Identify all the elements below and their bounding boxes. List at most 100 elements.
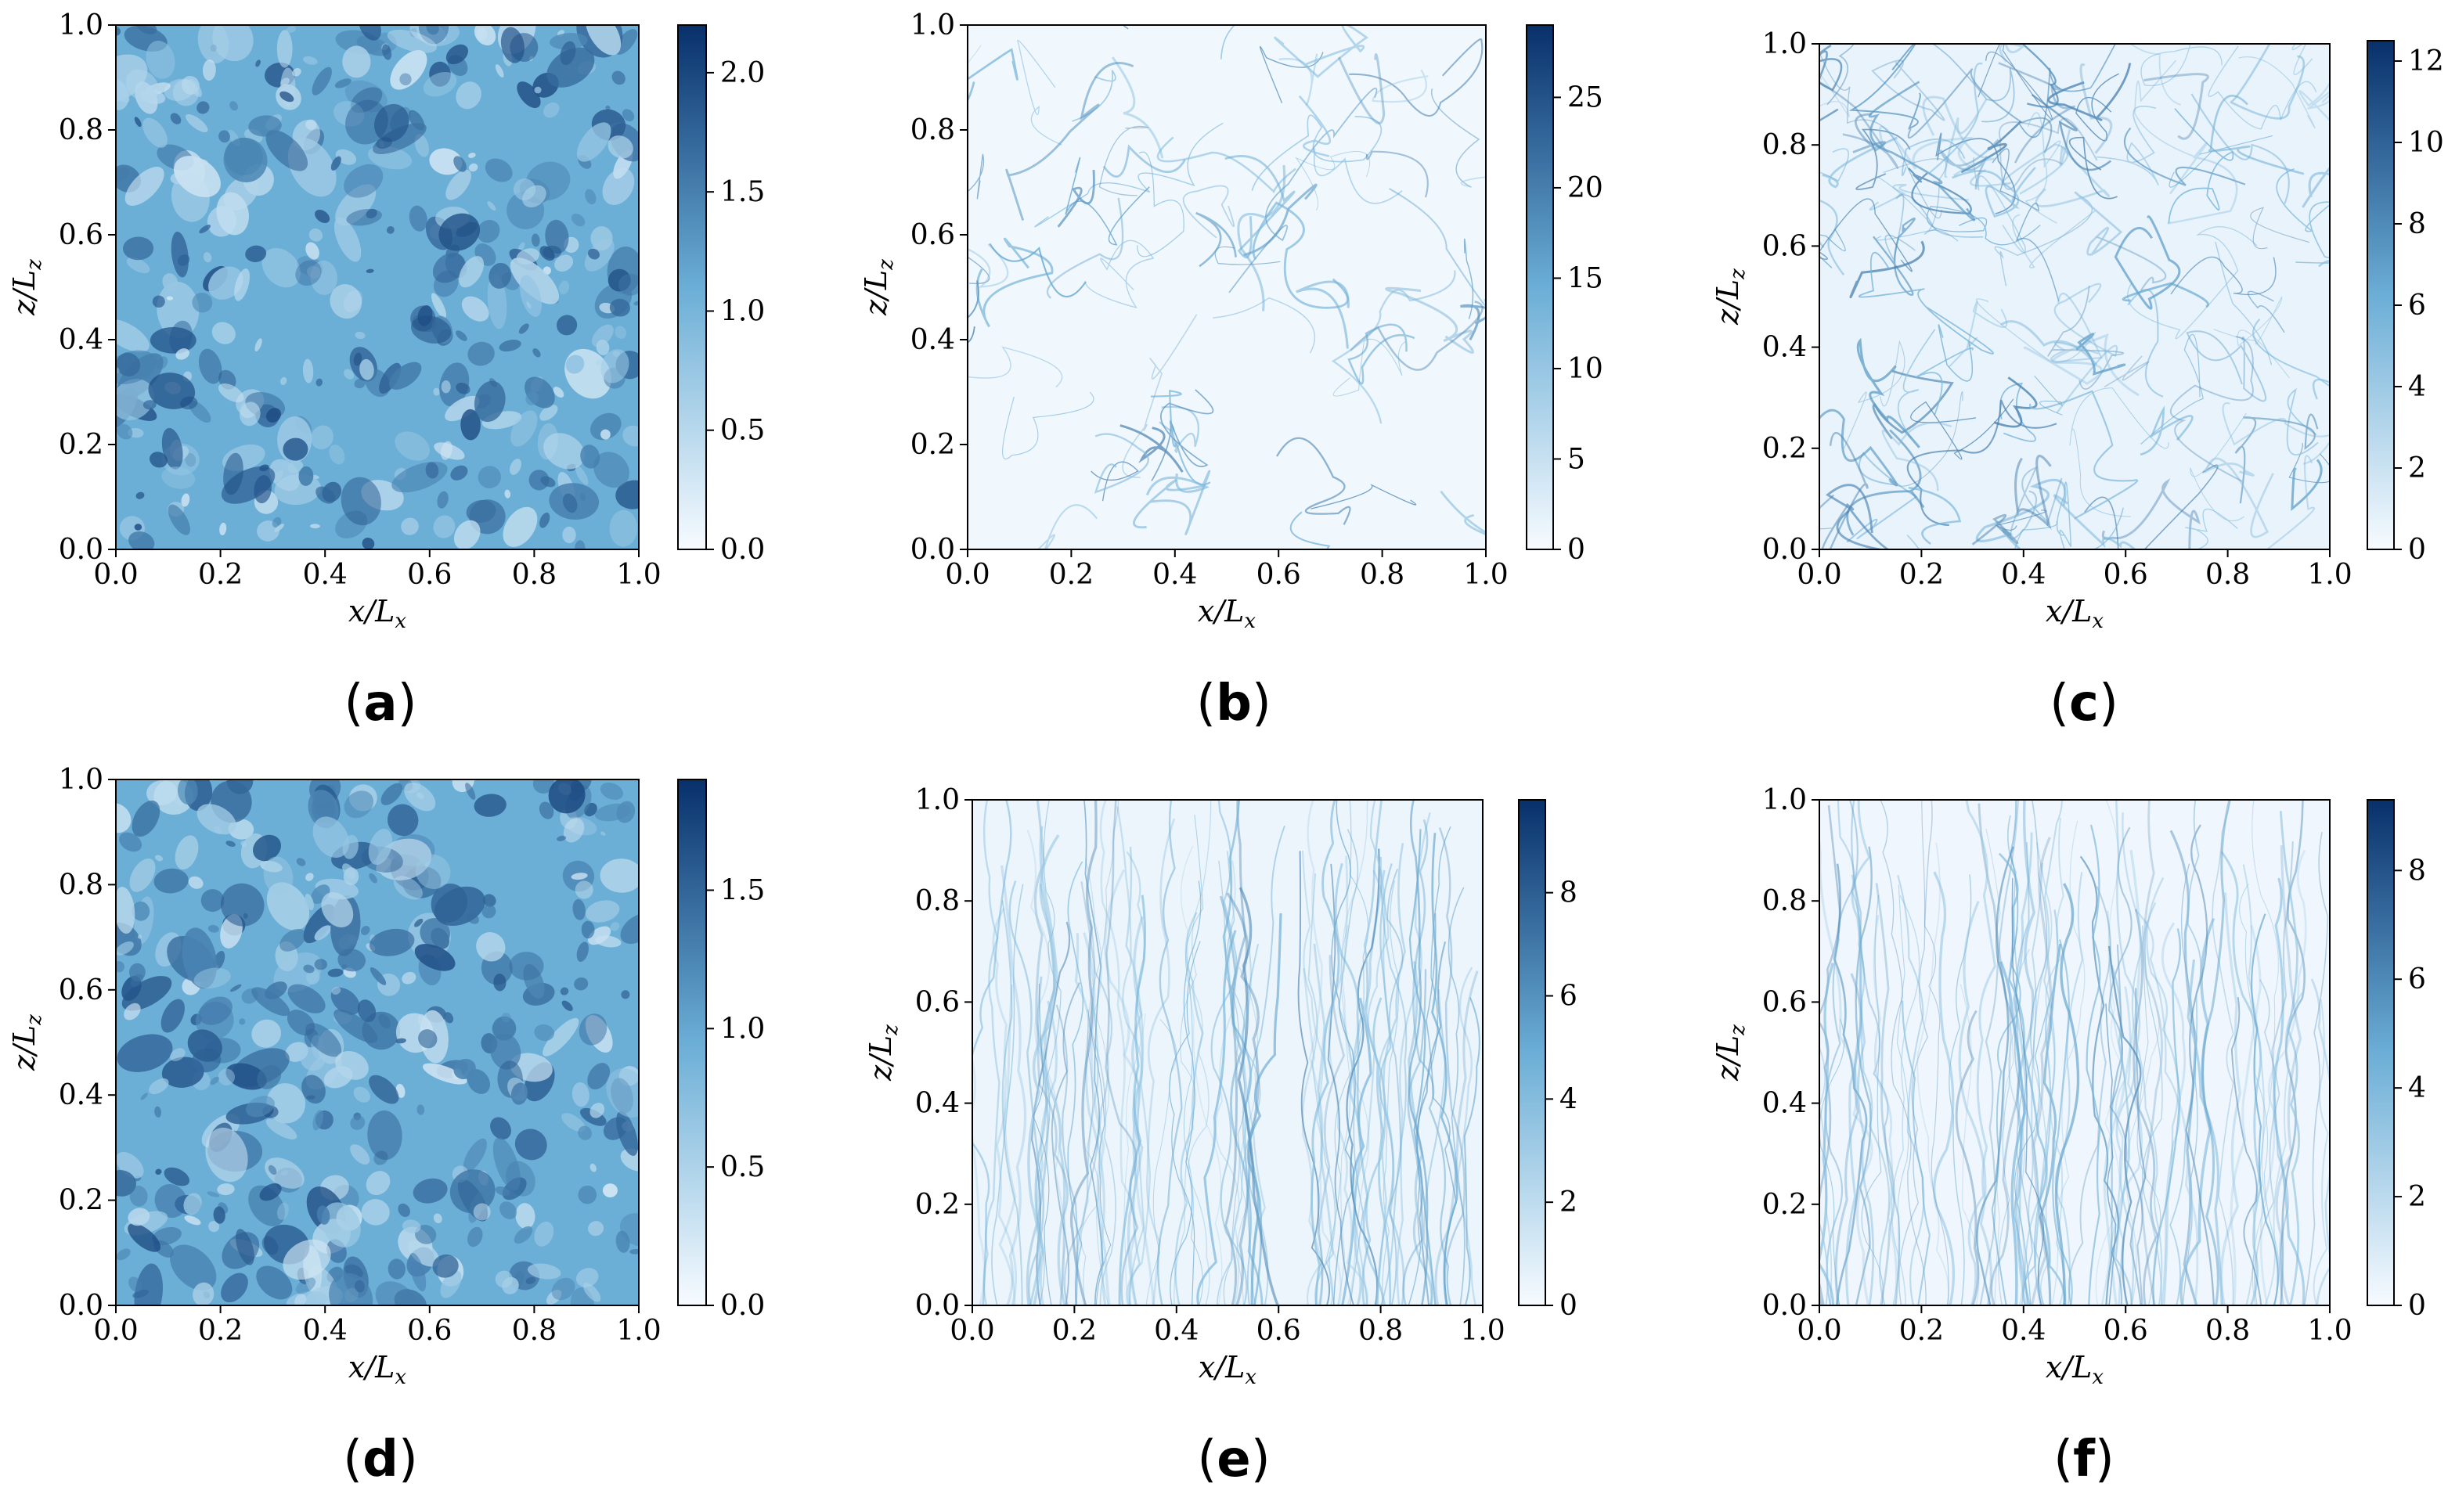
field-streak	[1396, 812, 1431, 1305]
field-structure	[305, 242, 319, 260]
field-structure	[303, 56, 318, 65]
field-streak	[1891, 895, 1920, 1305]
panel-label: (b)	[1196, 675, 1271, 733]
field-structure	[439, 362, 470, 407]
field-streak	[1383, 843, 1406, 1305]
field-streak	[1237, 887, 1279, 1305]
field-structure	[453, 156, 467, 172]
colorbar-tick-label: 0.5	[720, 415, 765, 447]
field-filament	[1311, 484, 1417, 509]
field-streak	[2105, 1003, 2117, 1305]
field-structure	[605, 105, 611, 110]
field-structure	[468, 163, 478, 172]
field-streak	[1000, 865, 1027, 1305]
field-structure	[492, 1016, 517, 1041]
field-structure	[155, 1168, 162, 1175]
field-filament	[1938, 324, 1974, 382]
field-streak	[1180, 845, 1223, 1305]
field-structure	[528, 56, 534, 61]
field-filament	[2140, 405, 2194, 456]
field-structure	[134, 117, 142, 128]
x-tick-label: 0.2	[198, 559, 243, 591]
field-filament	[968, 243, 1009, 288]
field-structure	[283, 1239, 331, 1280]
field-filament	[1145, 473, 1210, 496]
field-structure	[467, 153, 476, 158]
field-streak	[1311, 800, 1340, 1305]
field-structure	[281, 1170, 289, 1175]
field-filament	[968, 48, 1018, 103]
field-filament	[2140, 333, 2204, 445]
colorbar-tick-label: 10	[2408, 127, 2444, 159]
field-streak	[1083, 800, 1104, 1305]
field-structure	[134, 1263, 164, 1305]
colorbar-tick-label: 0.0	[720, 534, 765, 566]
x-tick-label: 0.8	[1358, 1315, 1403, 1347]
y-tick-label: 0.6	[59, 219, 103, 251]
field-filament	[2053, 494, 2136, 549]
field-structure	[473, 1203, 491, 1221]
y-tick-label: 1.0	[59, 9, 103, 41]
field-structure	[129, 858, 156, 892]
field-streak	[1422, 989, 1447, 1305]
field-streak	[1246, 913, 1282, 1305]
field-filament	[1224, 155, 1296, 259]
field-streak	[1032, 983, 1052, 1305]
field-structure	[156, 356, 168, 369]
field-streak	[1051, 982, 1080, 1305]
field-structure	[116, 1248, 131, 1261]
field-structure	[600, 831, 606, 836]
field-streak	[1069, 800, 1098, 1305]
y-tick-label: 0.2	[59, 1185, 103, 1217]
field-streak	[1088, 920, 1116, 1305]
field-structure	[207, 924, 219, 933]
field-structure	[615, 29, 638, 55]
field-structure	[558, 280, 570, 295]
field-structure	[463, 1138, 487, 1172]
field-structure	[355, 331, 366, 340]
field-filament	[1337, 53, 1386, 124]
field-streak	[1104, 869, 1155, 1305]
field-structure	[164, 1167, 190, 1186]
field-structure	[259, 1183, 282, 1201]
colorbar-tick-label: 12	[2408, 45, 2444, 77]
heatmap-field	[116, 779, 639, 1305]
field-structure	[394, 1289, 427, 1305]
field-structure	[551, 1277, 575, 1301]
field-streak	[1916, 842, 1950, 1305]
field-filament	[2031, 93, 2111, 171]
field-streak	[1408, 829, 1437, 1305]
field-structure	[255, 59, 261, 67]
field-streak	[2021, 909, 2059, 1305]
x-tick-label: 0.0	[1797, 1315, 1841, 1347]
field-streak	[1334, 862, 1386, 1305]
field-structure	[588, 1221, 604, 1237]
field-streak	[1819, 1018, 1845, 1305]
field-streak	[1224, 800, 1247, 1305]
field-structure	[377, 32, 397, 52]
field-structure	[556, 315, 578, 336]
field-structure	[386, 226, 395, 234]
field-structure	[369, 928, 415, 956]
field-structure	[260, 860, 283, 873]
field-streak	[1921, 800, 1949, 1305]
field-filament	[2288, 442, 2330, 484]
field-streak	[1824, 800, 1859, 1305]
field-streak	[1083, 932, 1111, 1305]
field-streak	[2152, 928, 2182, 1305]
field-structure	[433, 1213, 442, 1224]
field-structure	[407, 1240, 440, 1267]
field-filament	[2213, 296, 2290, 379]
field-structure	[510, 410, 538, 447]
field-filament	[1119, 424, 1184, 473]
field-structure	[286, 1291, 328, 1305]
field-streak	[1087, 1009, 1112, 1305]
field-filament	[2122, 282, 2209, 308]
field-structure	[560, 987, 569, 995]
field-structure	[482, 894, 496, 907]
field-streak	[2086, 824, 2101, 1305]
field-structure	[587, 1063, 611, 1090]
field-structure	[370, 967, 387, 985]
field-structure	[148, 373, 196, 409]
field-structure	[539, 512, 550, 528]
